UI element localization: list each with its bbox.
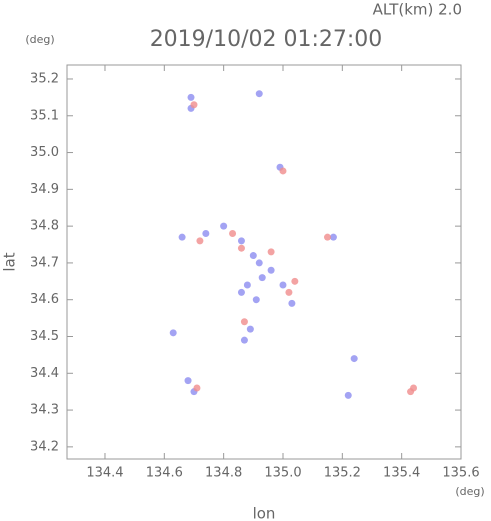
y-tick-label: 35.2 (30, 71, 59, 86)
y-tick-label: 34.2 (30, 439, 59, 454)
echo-point (246, 325, 254, 333)
echo-point (220, 222, 228, 230)
echo-point (252, 296, 260, 304)
echo-point (193, 384, 201, 392)
y-axis-label: lat (1, 252, 19, 271)
echo-point (255, 259, 263, 267)
echo-point (240, 336, 248, 344)
echo-point (285, 288, 293, 296)
echo-point (329, 233, 337, 241)
echo-point (279, 281, 287, 289)
echo-point (237, 244, 245, 252)
y-unit: (deg) (25, 33, 54, 46)
x-tick-label: 135.2 (324, 466, 361, 481)
echo-point (258, 274, 266, 282)
x-tick-label: 135.6 (442, 466, 479, 481)
y-tick-label: 34.3 (30, 403, 59, 418)
echo-point (350, 355, 358, 363)
echo-point (279, 167, 287, 175)
echo-point (190, 101, 198, 109)
x-axis-label: lon (253, 505, 276, 521)
echo-point (184, 377, 192, 385)
x-tick-label: 134.6 (146, 466, 183, 481)
echo-point (267, 266, 275, 274)
plot-frame (66, 64, 462, 460)
y-tick-label: 35.1 (30, 108, 59, 123)
echo-point (255, 90, 263, 98)
echo-point (267, 248, 275, 256)
echo-point (344, 391, 352, 399)
chart-title: 2019/10/02 01:27:00 (150, 27, 383, 52)
echo-point (187, 93, 195, 101)
y-tick-label: 34.8 (30, 219, 59, 234)
y-tick-label: 34.5 (30, 329, 59, 344)
echo-point (237, 237, 245, 245)
y-tick-label: 34.4 (30, 366, 59, 381)
echo-point (169, 329, 177, 337)
x-tick-label: 135.0 (264, 466, 301, 481)
echo-point (291, 277, 299, 285)
chart-subtitle: ALT(km) 2.0 (373, 1, 462, 19)
x-tick-label: 134.8 (205, 466, 242, 481)
x-tick-label: 135.4 (383, 466, 420, 481)
y-tick-label: 34.7 (30, 255, 59, 270)
y-tick-label: 34.9 (30, 182, 59, 197)
echo-point (240, 318, 248, 326)
echo-point (196, 237, 204, 245)
echo-point (407, 388, 415, 396)
x-unit: (deg) (455, 485, 484, 498)
echo-point (237, 288, 245, 296)
y-tick-label: 34.6 (30, 292, 59, 307)
echo-point (249, 252, 257, 260)
y-tick-label: 35.0 (30, 145, 59, 160)
x-tick-label: 134.4 (86, 466, 123, 481)
echo-point (288, 299, 296, 307)
echo-point (229, 229, 237, 237)
echo-point (202, 229, 210, 237)
echo-point (178, 233, 186, 241)
echo-point (323, 233, 331, 241)
echo-point (243, 281, 251, 289)
